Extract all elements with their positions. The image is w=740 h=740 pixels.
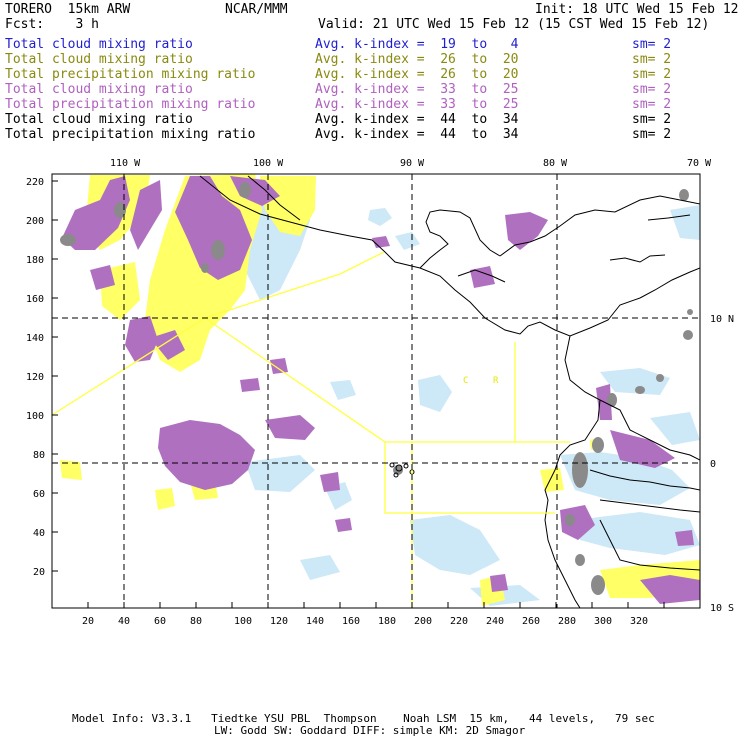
y-tick: 160 (26, 294, 44, 305)
field-sm: sm= 2 (632, 112, 672, 127)
lat-label: 10 S (710, 603, 734, 614)
y-tick: 180 (26, 255, 44, 266)
x-tick: 120 (270, 616, 288, 627)
y-tick: 220 (26, 177, 44, 188)
x-tick: 140 (306, 616, 324, 627)
y-tick: 60 (33, 489, 45, 500)
x-tick: 180 (378, 616, 396, 627)
field-name: Total cloud mixing ratio (5, 112, 193, 127)
y-tick: 120 (26, 372, 44, 383)
x-tick: 300 (594, 616, 612, 627)
purple-cloud-field (62, 176, 700, 604)
x-tick: 260 (522, 616, 540, 627)
field-sm: sm= 2 (632, 37, 672, 52)
latlon-grid (52, 174, 700, 608)
init-time: Init: 18 UTC Wed 15 Feb 12 (535, 2, 739, 17)
lat-label: 0 (710, 459, 716, 470)
y-tick: 20 (33, 567, 45, 578)
model-info: Model Info: V3.3.1 Tiedtke YSU PBL Thomp… (72, 712, 655, 725)
gray-heavy-field (60, 182, 693, 595)
x-tick: 320 (630, 616, 648, 627)
field-name: Total cloud mixing ratio (5, 82, 193, 97)
region-label: R (493, 376, 499, 386)
x-tick: 200 (414, 616, 432, 627)
field-index: Avg. k-index = 44 to 34 (315, 112, 519, 127)
x-tick: 280 (558, 616, 576, 627)
lon-label: 80 W (543, 158, 568, 169)
coastlines (199, 175, 700, 608)
field-index: Avg. k-index = 26 to 20 (315, 67, 519, 82)
region-label: C (463, 376, 468, 386)
field-sm: sm= 2 (632, 52, 672, 67)
field-name: Total precipitation mixing ratio (5, 127, 256, 142)
y-tick: 140 (26, 333, 44, 344)
field-index: Avg. k-index = 33 to 25 (315, 97, 519, 112)
field-name: Total precipitation mixing ratio (5, 97, 256, 112)
forecast-hour: Fcst: 3 h (5, 17, 99, 32)
field-index: Avg. k-index = 19 to 4 (315, 37, 519, 52)
x-tick: 60 (154, 616, 166, 627)
x-tick: 240 (486, 616, 504, 627)
frame-ticks (52, 180, 665, 608)
lon-label: 100 W (253, 158, 284, 169)
model-physics: LW: Godd SW: Goddard DIFF: simple KM: 2D… (214, 724, 526, 737)
field-name: Total cloud mixing ratio (5, 52, 193, 67)
x-tick: 160 (342, 616, 360, 627)
lon-label: 70 W (687, 158, 712, 169)
field-index: Avg. k-index = 44 to 34 (315, 127, 519, 142)
x-tick-labels: 20 40 60 80 100 120 140 160 180 200 220 … (82, 616, 648, 627)
field-sm: sm= 2 (632, 127, 672, 142)
y-tick-labels: 220 200 180 160 140 120 100 80 60 40 20 (26, 177, 45, 578)
field-sm: sm= 2 (632, 97, 672, 112)
y-tick: 40 (33, 528, 45, 539)
lon-label: 110 W (110, 158, 141, 169)
x-tick: 100 (234, 616, 252, 627)
field-sm: sm= 2 (632, 67, 672, 82)
lat-label: 10 N (710, 314, 734, 325)
x-tick: 40 (118, 616, 130, 627)
model-title: TORERO 15km ARW (5, 2, 131, 17)
field-index: Avg. k-index = 26 to 20 (315, 52, 519, 67)
x-tick: 20 (82, 616, 94, 627)
x-tick: 80 (190, 616, 202, 627)
org-label: NCAR/MMM (225, 2, 288, 17)
field-name: Total cloud mixing ratio (5, 37, 193, 52)
field-sm: sm= 2 (632, 82, 672, 97)
y-tick: 100 (26, 411, 44, 422)
lon-label: 90 W (400, 158, 425, 169)
field-index: Avg. k-index = 33 to 25 (315, 82, 519, 97)
valid-time: Valid: 21 UTC Wed 15 Feb 12 (15 CST Wed … (318, 17, 710, 32)
y-tick: 200 (26, 216, 44, 227)
y-tick: 80 (33, 450, 45, 461)
field-name: Total precipitation mixing ratio (5, 67, 256, 82)
x-tick: 220 (450, 616, 468, 627)
